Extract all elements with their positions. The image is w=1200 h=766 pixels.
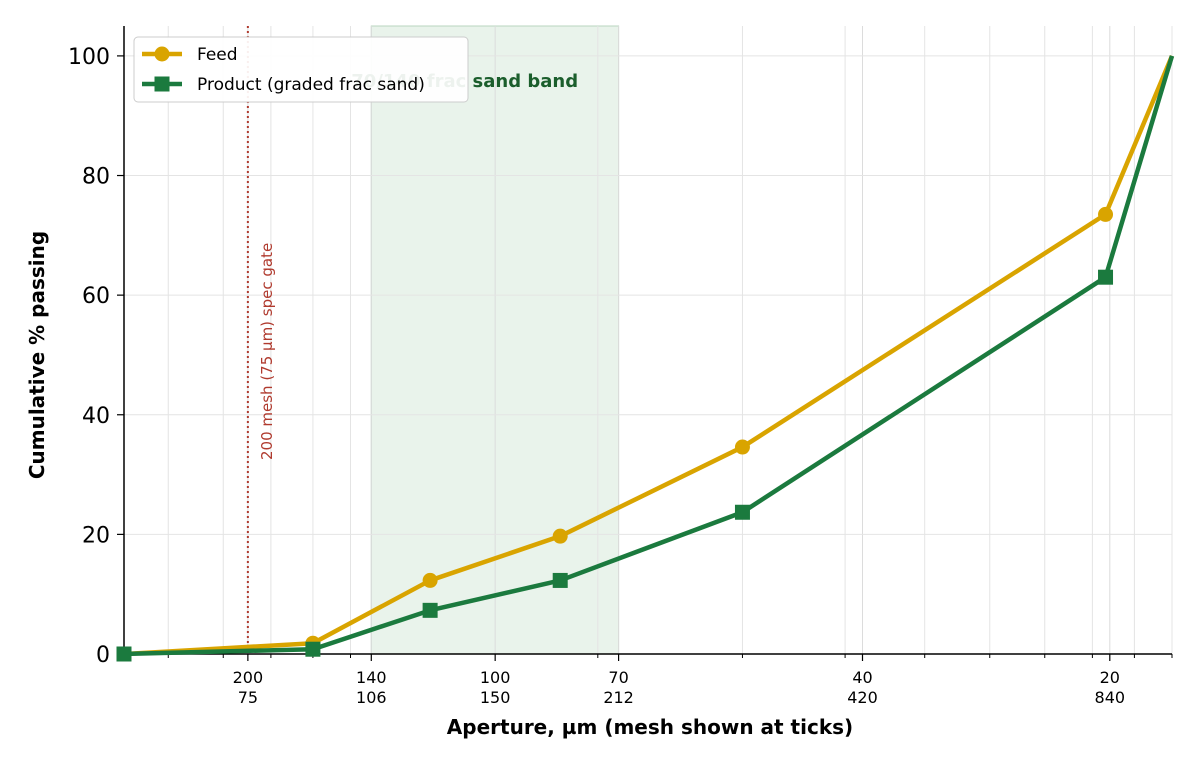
x-tick-label-mesh: 140 — [356, 668, 387, 687]
series-line — [123, 55, 1175, 657]
x-tick-label-um: 75 — [238, 688, 258, 707]
y-tick-label: 100 — [68, 45, 110, 70]
x-tick-label-um: 212 — [603, 688, 634, 707]
y-tick-label: 60 — [82, 284, 110, 309]
legend-label: Feed — [197, 45, 238, 65]
y-tick-label: 40 — [82, 404, 110, 429]
data-point — [422, 602, 438, 618]
x-tick-label-um: 150 — [480, 688, 511, 707]
series-product — [116, 55, 1175, 662]
x-tick-label-mesh: 20 — [1100, 668, 1120, 687]
y-tick-label: 0 — [96, 643, 110, 668]
x-tick-label-mesh: 40 — [852, 668, 872, 687]
data-point — [552, 572, 568, 588]
legend: Feed Product (graded frac sand) — [133, 36, 469, 103]
data-point — [734, 439, 750, 455]
data-point — [1098, 269, 1114, 285]
x-tick-label-um: 420 — [847, 688, 878, 707]
data-point — [552, 528, 568, 544]
x-tick-label-um: 840 — [1095, 688, 1126, 707]
x-tick-label-mesh: 200 — [233, 668, 264, 687]
x-tick-label-um: 106 — [356, 688, 387, 707]
x-axis-title: Aperture, µm (mesh shown at ticks) — [447, 715, 853, 739]
y-tick-label: 80 — [82, 165, 110, 190]
legend-swatch-marker — [154, 76, 170, 92]
spec-gate-label: 200 mesh (75 µm) spec gate — [258, 243, 276, 460]
legend-box — [133, 36, 469, 103]
data-point — [422, 572, 438, 588]
x-tick-label-mesh: 100 — [480, 668, 511, 687]
y-tick-label: 20 — [82, 523, 110, 548]
x-tick-label-mesh: 70 — [608, 668, 628, 687]
series-line — [123, 55, 1175, 657]
data-point — [1098, 206, 1114, 222]
data-point — [305, 641, 321, 657]
grid-lines — [124, 26, 1173, 655]
legend-swatch-marker — [154, 46, 170, 62]
y-axis-title: Cumulative % passing — [25, 231, 49, 479]
data-point — [734, 504, 750, 520]
legend-label: Product (graded frac sand) — [197, 75, 425, 95]
data-point — [116, 646, 132, 662]
